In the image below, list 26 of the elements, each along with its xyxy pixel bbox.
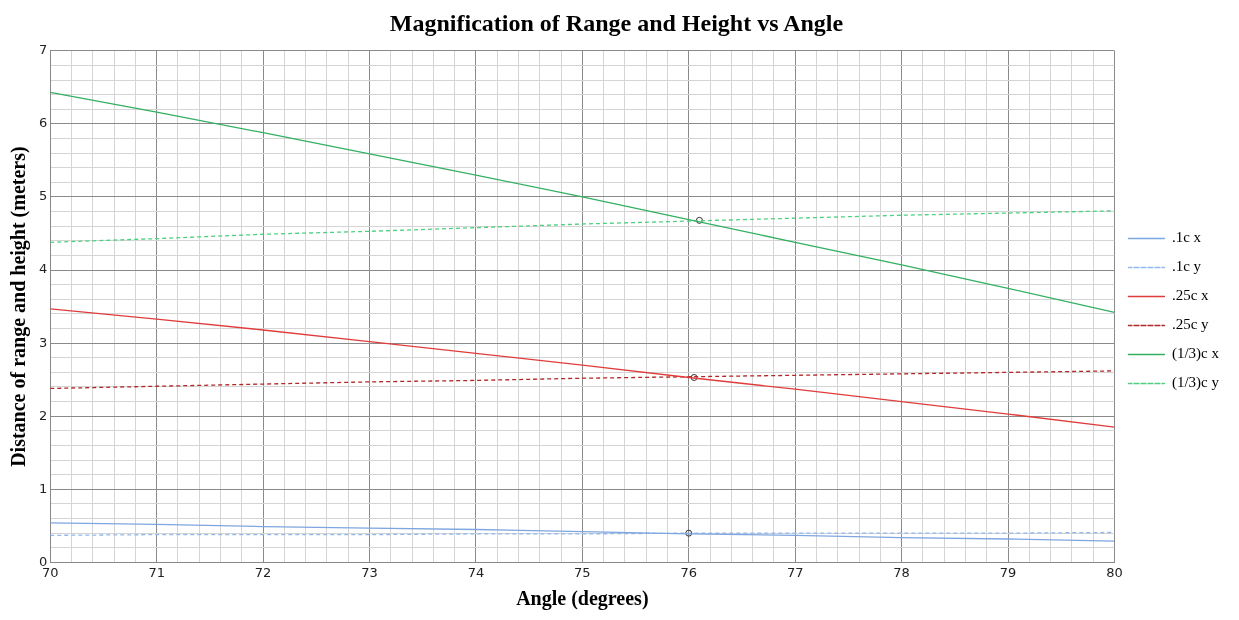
legend-label: .1c y: [1171, 258, 1202, 275]
legend-label: (1/3)c y: [1171, 374, 1220, 392]
y-tick-label: 7: [38, 42, 48, 58]
x-tick-label: 75: [574, 564, 591, 580]
x-tick-label: 72: [254, 564, 272, 580]
legend-label: .25c x: [1171, 287, 1210, 304]
x-tick-label: 76: [680, 564, 698, 580]
y-tick-label: 5: [38, 188, 48, 204]
x-tick-label: 78: [893, 564, 910, 580]
x-tick-label: 80: [1106, 564, 1123, 580]
y-tick-label: 2: [38, 407, 48, 423]
y-tick-label: 6: [38, 115, 48, 131]
x-axis-title: Angle (degrees): [516, 587, 649, 611]
y-tick-label: 4: [38, 261, 48, 277]
x-tick-label: 77: [786, 564, 804, 580]
x-tick-label: 71: [148, 564, 165, 580]
y-axis-title: Distance of range and height (meters): [7, 146, 31, 467]
y-tick-label: 3: [38, 334, 48, 350]
y-tick-label: 1: [38, 480, 48, 496]
legend-label: .25c y: [1171, 316, 1210, 333]
x-tick-label: 74: [467, 564, 485, 580]
legend-label: .1c x: [1171, 229, 1202, 246]
x-tick-label: 73: [361, 564, 378, 580]
x-tick-label: 79: [999, 564, 1017, 580]
chart-title: Magnification of Range and Height vs Angle: [389, 9, 844, 36]
legend-label: (1/3)c x: [1171, 345, 1220, 363]
